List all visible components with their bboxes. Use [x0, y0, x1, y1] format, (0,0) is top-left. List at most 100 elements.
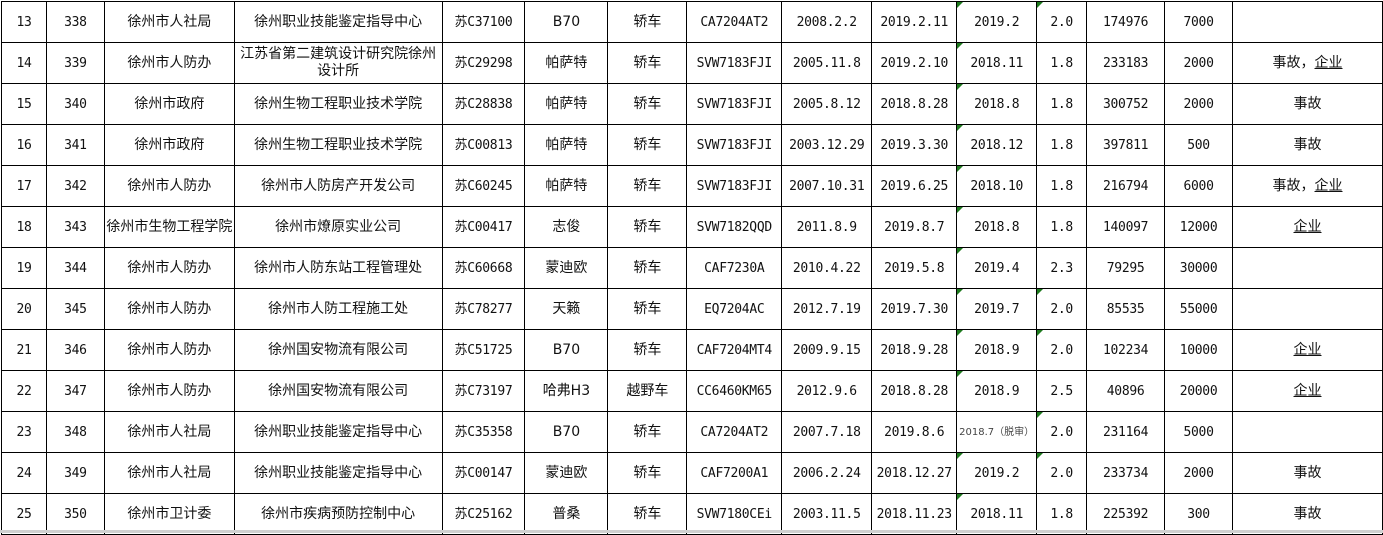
cell-unit[interactable]: 江苏省第二建筑设计研究院徐州设计所 — [233, 42, 443, 84]
cell-displacement[interactable]: 1.8 — [1036, 493, 1088, 535]
cell-unit[interactable]: 徐州国安物流有限公司 — [233, 329, 443, 371]
cell-unit[interactable]: 徐州市人防房产开发公司 — [233, 165, 443, 207]
cell-plate-number[interactable]: 苏C51725 — [441, 329, 526, 371]
cell-displacement[interactable]: 1.8 — [1036, 206, 1088, 248]
cell-row-index[interactable]: 18 — [1, 206, 47, 248]
cell-inspection-date[interactable]: 2019.2.10 — [871, 42, 958, 84]
cell-displacement[interactable]: 2.0 — [1036, 411, 1088, 453]
cell-displacement[interactable]: 2.3 — [1036, 247, 1088, 289]
cell-brand[interactable]: 蒙迪欧 — [524, 452, 609, 494]
cell-unit[interactable]: 徐州职业技能鉴定指导中心 — [233, 411, 443, 453]
cell-remark[interactable] — [1232, 247, 1383, 289]
cell-serial-number[interactable]: 342 — [45, 165, 105, 207]
cell-unit[interactable]: 徐州职业技能鉴定指导中心 — [233, 452, 443, 494]
cell-register-date[interactable]: 2003.11.5 — [781, 493, 873, 535]
cell-inspection-date[interactable]: 2019.6.25 — [871, 165, 958, 207]
cell-plate-number[interactable]: 苏C00417 — [441, 206, 526, 248]
cell-valid-until[interactable]: 2018.12 — [956, 124, 1038, 166]
cell-department[interactable]: 徐州市人社局 — [103, 411, 235, 453]
cell-price[interactable]: 55000 — [1164, 288, 1234, 330]
cell-brand[interactable]: B70 — [524, 411, 609, 453]
cell-serial-number[interactable]: 344 — [45, 247, 105, 289]
cell-price[interactable]: 300 — [1164, 493, 1234, 535]
cell-remark[interactable] — [1232, 411, 1383, 453]
cell-plate-number[interactable]: 苏C25162 — [441, 493, 526, 535]
cell-vehicle-type[interactable]: 轿车 — [607, 493, 688, 535]
cell-price[interactable]: 30000 — [1164, 247, 1234, 289]
cell-plate-number[interactable]: 苏C29298 — [441, 42, 526, 84]
cell-remark[interactable] — [1232, 1, 1383, 43]
cell-inspection-date[interactable]: 2019.8.7 — [871, 206, 958, 248]
cell-mileage[interactable]: 174976 — [1086, 1, 1166, 43]
cell-inspection-date[interactable]: 2019.2.11 — [871, 1, 958, 43]
cell-row-index[interactable]: 21 — [1, 329, 47, 371]
cell-vehicle-type[interactable]: 轿车 — [607, 1, 688, 43]
cell-department[interactable]: 徐州市人防办 — [103, 165, 235, 207]
cell-plate-number[interactable]: 苏C00813 — [441, 124, 526, 166]
cell-price[interactable]: 12000 — [1164, 206, 1234, 248]
cell-valid-until[interactable]: 2018.7（脱审） — [956, 411, 1038, 453]
cell-inspection-date[interactable]: 2018.11.23 — [871, 493, 958, 535]
cell-unit[interactable]: 徐州市燎原实业公司 — [233, 206, 443, 248]
cell-remark[interactable]: 事故 — [1232, 452, 1383, 494]
cell-price[interactable]: 6000 — [1164, 165, 1234, 207]
cell-brand[interactable]: 帕萨特 — [524, 42, 609, 84]
cell-displacement[interactable]: 1.8 — [1036, 42, 1088, 84]
cell-vehicle-type[interactable]: 轿车 — [607, 452, 688, 494]
cell-remark[interactable]: 事故 — [1232, 83, 1383, 125]
cell-serial-number[interactable]: 348 — [45, 411, 105, 453]
cell-remark[interactable]: 事故 — [1232, 124, 1383, 166]
cell-register-date[interactable]: 2006.2.24 — [781, 452, 873, 494]
cell-brand[interactable]: B70 — [524, 1, 609, 43]
cell-model[interactable]: EQ7204AC — [686, 288, 783, 330]
cell-model[interactable]: SVW7183FJI — [686, 165, 783, 207]
cell-serial-number[interactable]: 346 — [45, 329, 105, 371]
cell-serial-number[interactable]: 338 — [45, 1, 105, 43]
cell-inspection-date[interactable]: 2018.9.28 — [871, 329, 958, 371]
cell-serial-number[interactable]: 349 — [45, 452, 105, 494]
cell-price[interactable]: 2000 — [1164, 42, 1234, 84]
cell-row-index[interactable]: 13 — [1, 1, 47, 43]
cell-inspection-date[interactable]: 2018.12.27 — [871, 452, 958, 494]
cell-serial-number[interactable]: 345 — [45, 288, 105, 330]
cell-valid-until[interactable]: 2018.10 — [956, 165, 1038, 207]
cell-valid-until[interactable]: 2018.11 — [956, 493, 1038, 535]
cell-department[interactable]: 徐州市生物工程学院 — [103, 206, 235, 248]
cell-row-index[interactable]: 16 — [1, 124, 47, 166]
cell-vehicle-type[interactable]: 轿车 — [607, 42, 688, 84]
cell-displacement[interactable]: 2.0 — [1036, 329, 1088, 371]
cell-valid-until[interactable]: 2019.2 — [956, 452, 1038, 494]
cell-unit[interactable]: 徐州市人防东站工程管理处 — [233, 247, 443, 289]
cell-mileage[interactable]: 233734 — [1086, 452, 1166, 494]
cell-brand[interactable]: 蒙迪欧 — [524, 247, 609, 289]
cell-valid-until[interactable]: 2018.8 — [956, 83, 1038, 125]
cell-model[interactable]: CAF7204MT4 — [686, 329, 783, 371]
cell-unit[interactable]: 徐州生物工程职业技术学院 — [233, 83, 443, 125]
cell-serial-number[interactable]: 339 — [45, 42, 105, 84]
cell-valid-until[interactable]: 2018.9 — [956, 329, 1038, 371]
cell-row-index[interactable]: 23 — [1, 411, 47, 453]
cell-inspection-date[interactable]: 2019.3.30 — [871, 124, 958, 166]
cell-model[interactable]: CA7204AT2 — [686, 411, 783, 453]
cell-mileage[interactable]: 85535 — [1086, 288, 1166, 330]
cell-valid-until[interactable]: 2019.4 — [956, 247, 1038, 289]
cell-plate-number[interactable]: 苏C35358 — [441, 411, 526, 453]
cell-department[interactable]: 徐州市人防办 — [103, 329, 235, 371]
cell-price[interactable]: 20000 — [1164, 370, 1234, 412]
cell-department[interactable]: 徐州市人防办 — [103, 247, 235, 289]
cell-serial-number[interactable]: 347 — [45, 370, 105, 412]
cell-remark[interactable]: 企业 — [1232, 206, 1383, 248]
cell-department[interactable]: 徐州市人防办 — [103, 370, 235, 412]
cell-department[interactable]: 徐州市政府 — [103, 124, 235, 166]
cell-register-date[interactable]: 2008.2.2 — [781, 1, 873, 43]
cell-price[interactable]: 10000 — [1164, 329, 1234, 371]
cell-model[interactable]: SVW7183FJI — [686, 42, 783, 84]
cell-department[interactable]: 徐州市人社局 — [103, 452, 235, 494]
cell-department[interactable]: 徐州市卫计委 — [103, 493, 235, 535]
cell-valid-until[interactable]: 2019.2 — [956, 1, 1038, 43]
cell-vehicle-type[interactable]: 轿车 — [607, 206, 688, 248]
cell-unit[interactable]: 徐州市疾病预防控制中心 — [233, 493, 443, 535]
cell-mileage[interactable]: 225392 — [1086, 493, 1166, 535]
cell-model[interactable]: SVW7183FJI — [686, 83, 783, 125]
cell-vehicle-type[interactable]: 轿车 — [607, 83, 688, 125]
